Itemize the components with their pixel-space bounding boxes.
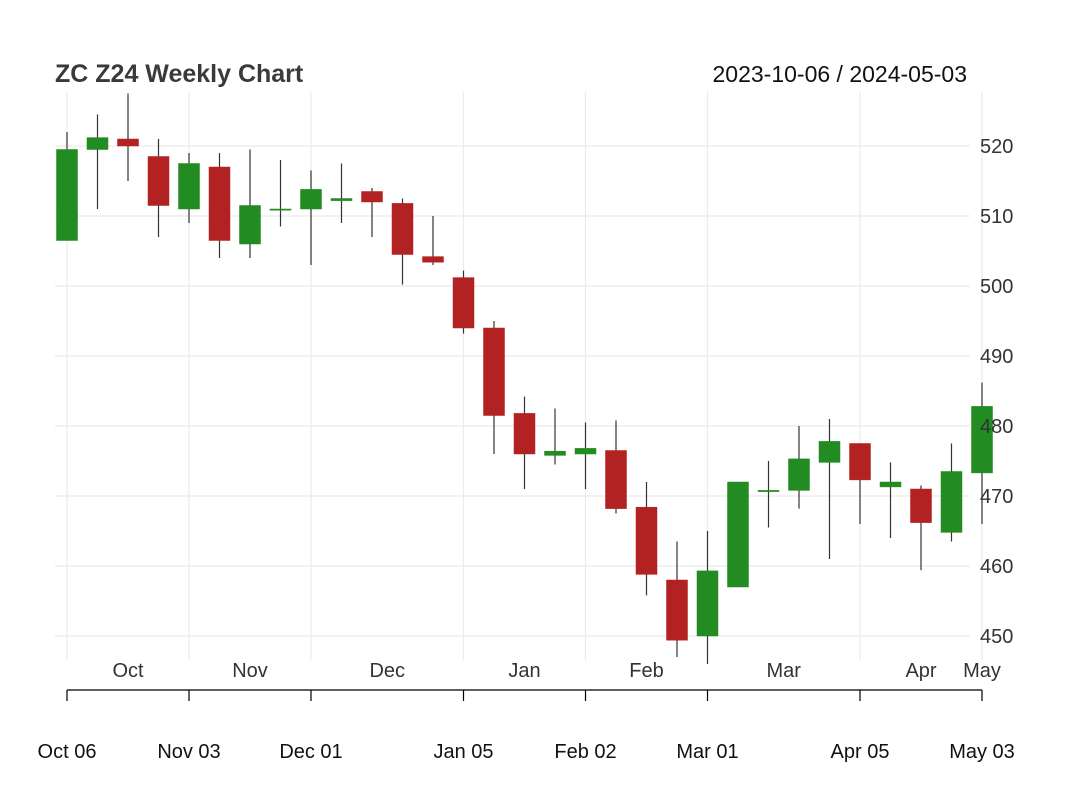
candle-body-up	[696, 570, 719, 637]
candles-layer	[56, 93, 993, 664]
y-tick-label: 490	[980, 346, 1013, 368]
candle	[208, 153, 231, 258]
candle	[391, 198, 414, 285]
candle	[818, 419, 841, 559]
month-label: Feb	[629, 660, 663, 682]
x-tick-label: Mar 01	[676, 741, 738, 763]
candle-body-down	[483, 327, 505, 416]
month-label: Dec	[369, 660, 405, 682]
candle	[666, 541, 688, 657]
candle	[452, 270, 475, 334]
candle-body-up	[330, 198, 353, 201]
candle	[178, 153, 200, 223]
month-label: Apr	[905, 660, 936, 682]
candle-body-up	[300, 189, 322, 210]
candle	[56, 132, 78, 241]
x-tick-label: Oct 06	[38, 741, 97, 763]
candle-body-up	[757, 490, 780, 492]
candle-body-down	[910, 488, 932, 523]
candle-body-up	[574, 448, 597, 455]
candle	[147, 139, 170, 237]
candle-body-down	[666, 579, 688, 641]
candle-body-up	[86, 137, 109, 150]
candle-body-up	[56, 149, 78, 241]
candle-body-up	[727, 481, 749, 588]
month-label: Nov	[232, 660, 268, 682]
y-tick-label: 470	[980, 486, 1013, 508]
candle	[635, 482, 658, 596]
candle-body-down	[147, 156, 170, 206]
y-tick-label: 520	[980, 136, 1013, 158]
y-tick-label: 500	[980, 276, 1013, 298]
x-tick-label: Nov 03	[157, 741, 220, 763]
month-label: May	[963, 660, 1001, 682]
month-labels: Oct Nov Dec Jan Feb Mar Apr May	[112, 660, 1000, 682]
candle	[513, 396, 536, 489]
candle	[574, 422, 597, 489]
candle	[849, 443, 871, 524]
candle	[117, 93, 139, 181]
candle	[544, 408, 566, 465]
candle-body-down	[452, 277, 475, 329]
candle-body-down	[605, 450, 627, 509]
candle	[330, 163, 353, 223]
candle	[940, 443, 963, 542]
month-label: Mar	[767, 660, 802, 682]
candle	[300, 170, 322, 265]
chart-title: ZC Z24 Weekly Chart	[55, 60, 304, 88]
y-tick-label: 450	[980, 626, 1013, 648]
candle	[910, 485, 932, 571]
candle-body-up	[879, 481, 902, 488]
candle-body-down	[422, 256, 444, 263]
candle	[696, 531, 719, 664]
candle-body-up	[788, 458, 810, 491]
candle-body-down	[635, 506, 658, 575]
candle	[727, 481, 749, 588]
candle	[483, 321, 505, 454]
candle	[757, 461, 780, 528]
candle-body-down	[208, 166, 231, 241]
candle	[269, 160, 292, 227]
candle-body-up	[971, 406, 993, 474]
candle	[788, 426, 810, 509]
x-tick-label: Dec 01	[279, 741, 342, 763]
y-axis: 450 460 470 480 490 500 510 520	[980, 136, 1013, 648]
candle	[971, 382, 993, 524]
y-tick-label: 460	[980, 556, 1013, 578]
candle-body-up	[269, 208, 292, 211]
candle-body-up	[940, 471, 963, 533]
x-tick-label: Apr 05	[831, 741, 890, 763]
candle-body-up	[178, 163, 200, 210]
candle-body-up	[544, 450, 566, 456]
candle	[361, 188, 383, 237]
x-tick-label: May 03	[949, 741, 1015, 763]
candle	[86, 114, 109, 209]
date-range: 2023-10-06 / 2024-05-03	[713, 61, 967, 87]
candle-body-down	[391, 203, 414, 255]
x-tick-label: Feb 02	[554, 741, 616, 763]
x-axis: Oct 06 Nov 03 Dec 01 Jan 05 Feb 02 Mar 01 Apr …	[38, 689, 1015, 763]
candle-body-down	[849, 443, 871, 481]
month-label: Oct	[112, 660, 144, 682]
candle-body-up	[818, 441, 841, 463]
month-label: Jan	[508, 660, 540, 682]
candle-body-up	[239, 205, 261, 245]
candle	[239, 149, 261, 258]
candle-body-down	[117, 138, 139, 147]
x-tick-label: Jan 05	[433, 741, 493, 763]
candle	[879, 462, 902, 538]
candle	[605, 420, 627, 514]
y-tick-label: 480	[980, 416, 1013, 438]
candle-body-down	[361, 191, 383, 203]
y-tick-label: 510	[980, 206, 1013, 228]
candle	[422, 216, 444, 265]
candle-body-down	[513, 413, 536, 455]
